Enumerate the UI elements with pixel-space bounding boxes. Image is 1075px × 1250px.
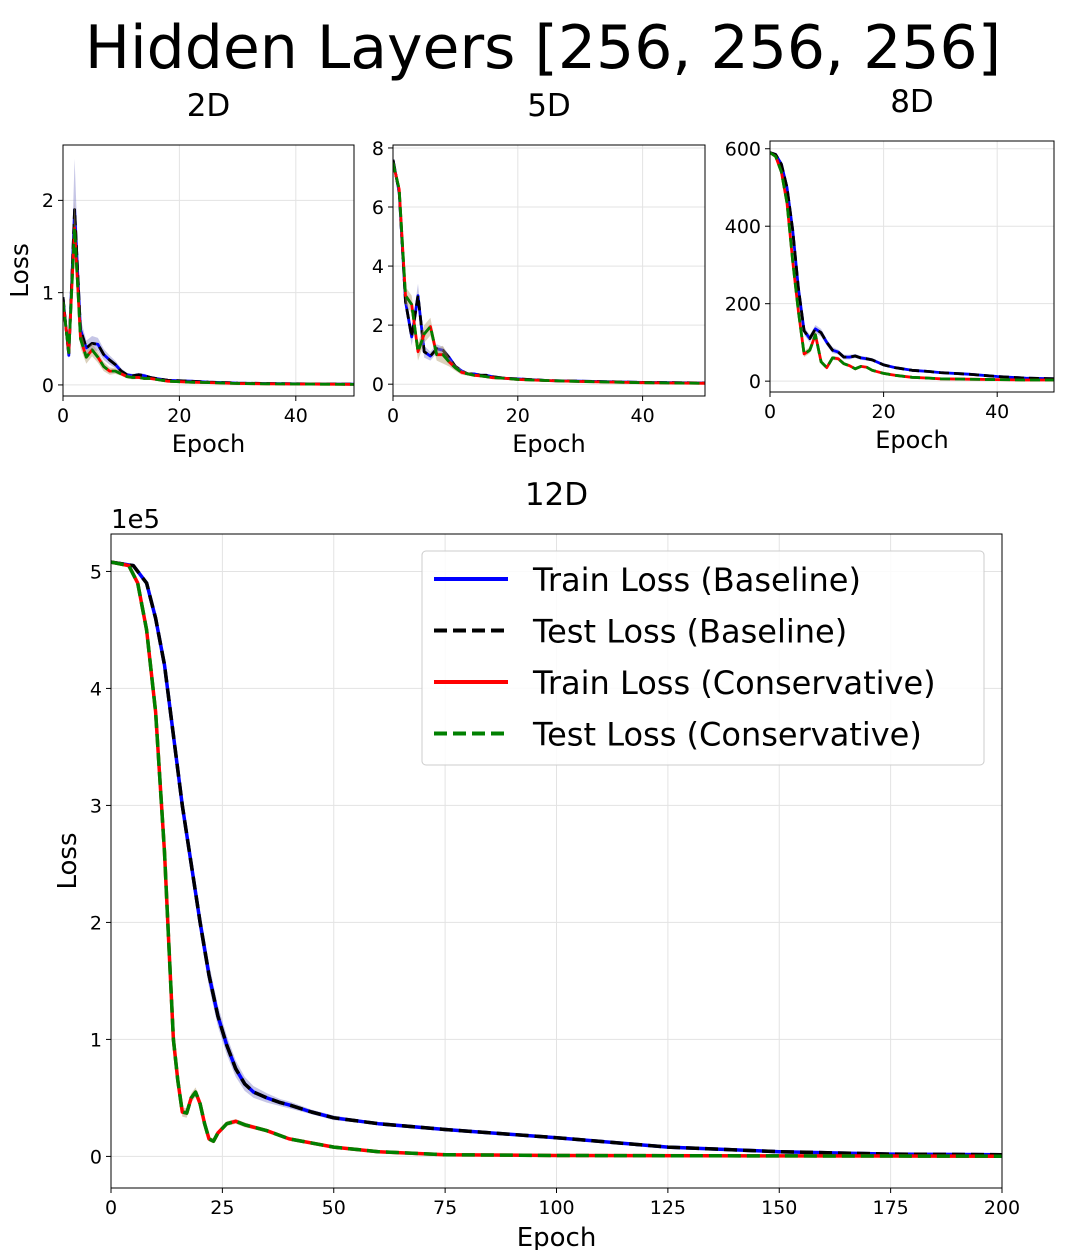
x-tick-label: 20 xyxy=(506,405,530,427)
subplot-title: 8D xyxy=(890,84,934,120)
x-axis-label: Epoch xyxy=(517,1223,597,1250)
subplot-5d: 0 20 40 0 2 4 6 8 5D Epoch xyxy=(372,88,706,458)
x-axis-label: Epoch xyxy=(172,430,246,458)
x-tick-label: 125 xyxy=(650,1197,686,1219)
line-test-conservative xyxy=(63,226,354,386)
legend-entry-label: Train Loss (Conservative) xyxy=(532,664,936,702)
y-tick-label: 0 xyxy=(42,375,54,397)
line-test-baseline xyxy=(770,151,1054,381)
figure-suptitle: Hidden Layers [256, 256, 256] xyxy=(85,13,1001,83)
legend-box xyxy=(421,550,985,766)
y-tick-label: 200 xyxy=(725,294,761,316)
x-tick-label: 50 xyxy=(322,1197,346,1219)
axes-frame xyxy=(392,144,706,397)
line-test-conservative xyxy=(111,560,1002,1158)
line-test-conservative xyxy=(770,151,1054,382)
y-axis-label: Loss xyxy=(5,243,34,298)
x-tick-label: 25 xyxy=(210,1197,234,1219)
subplot-2d: 0 20 40 0 1 2 2D Epoch Loss xyxy=(5,88,355,458)
y-tick-label: 0 xyxy=(90,1146,102,1168)
y-tick-label: 600 xyxy=(725,139,761,161)
x-tick-label: 40 xyxy=(284,405,308,427)
subplot-title: 2D xyxy=(187,88,231,124)
plot-area xyxy=(770,141,1054,392)
x-tick-label: 0 xyxy=(764,401,776,423)
subplot-title: 5D xyxy=(527,88,571,124)
y-tick-label: 0 xyxy=(749,371,761,393)
y-axis-label: Loss xyxy=(53,832,83,889)
x-tick-label: 40 xyxy=(631,405,655,427)
line-test-baseline xyxy=(111,560,1002,1157)
x-tick-label: 0 xyxy=(57,405,69,427)
y-scale-label: 1e5 xyxy=(111,505,160,535)
y-tick-label: 2 xyxy=(372,315,384,337)
y-tick-label: 5 xyxy=(90,561,102,583)
x-tick-label: 75 xyxy=(433,1197,457,1219)
axes-frame xyxy=(62,144,355,397)
legend-entry-label: Test Loss (Conservative) xyxy=(532,716,922,754)
legend-entry-label: Train Loss (Baseline) xyxy=(532,561,861,599)
y-tick-label: 1 xyxy=(42,282,54,304)
x-tick-label: 20 xyxy=(872,401,896,423)
y-tick-label: 4 xyxy=(90,678,102,700)
x-tick-label: 0 xyxy=(105,1197,117,1219)
x-tick-label: 100 xyxy=(538,1197,574,1219)
line-test-conservative xyxy=(393,162,705,385)
y-tick-label: 400 xyxy=(725,216,761,238)
y-tick-label: 8 xyxy=(372,138,384,160)
legend-entry-label: Test Loss (Baseline) xyxy=(532,613,847,651)
subplot-title: 12D xyxy=(525,477,588,513)
legend: Train Loss (Baseline) Test Loss (Baseline… xyxy=(421,550,985,766)
x-axis-label: Epoch xyxy=(512,430,586,458)
x-tick-label: 0 xyxy=(387,405,399,427)
x-tick-label: 150 xyxy=(761,1197,797,1219)
y-tick-label: 4 xyxy=(372,256,384,278)
x-tick-label: 40 xyxy=(985,401,1009,423)
y-tick-label: 6 xyxy=(372,197,384,219)
x-tick-label: 175 xyxy=(872,1197,908,1219)
x-tick-label: 200 xyxy=(984,1197,1020,1219)
plot-area xyxy=(63,145,354,396)
y-tick-label: 3 xyxy=(90,795,102,817)
axes-frame xyxy=(769,140,1055,393)
line-test-baseline xyxy=(63,208,354,386)
y-tick-label: 0 xyxy=(372,374,384,396)
y-tick-label: 1 xyxy=(90,1029,102,1051)
x-tick-label: 20 xyxy=(167,405,191,427)
y-tick-label: 2 xyxy=(42,190,54,212)
y-tick-label: 2 xyxy=(90,912,102,934)
x-axis-label: Epoch xyxy=(875,426,949,454)
